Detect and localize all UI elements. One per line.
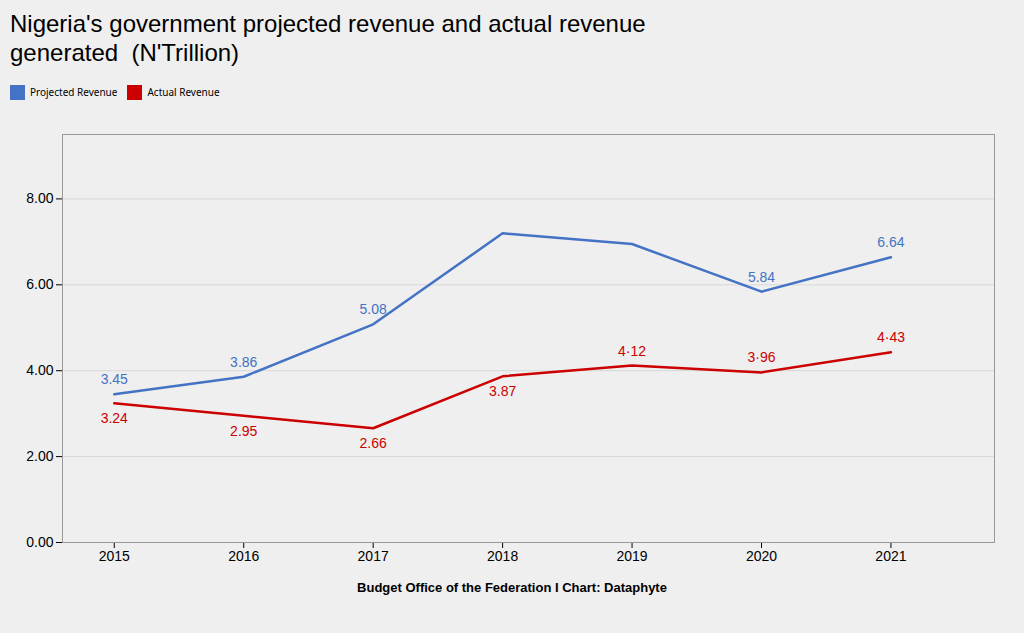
- svg-text:2015: 2015: [99, 548, 130, 564]
- svg-text:2021: 2021: [875, 548, 906, 564]
- html-text:Budget Office of the Federatio: Budget Office of the Federation I Chart:…: [357, 579, 667, 595]
- svg-text:2019: 2019: [616, 548, 647, 564]
- svg-text:0.00: 0.00: [26, 534, 53, 550]
- svg-text:2016: 2016: [228, 548, 259, 564]
- svg-text:4.00: 4.00: [26, 362, 53, 378]
- svg-text:6.64: 6.64: [877, 234, 904, 250]
- svg-text:3.45: 3.45: [101, 371, 128, 387]
- svg-text:2020: 2020: [746, 548, 777, 564]
- html-text:Actual Revenue: Actual Revenue: [147, 85, 220, 100]
- svg-text:8.00: 8.00: [26, 190, 53, 206]
- svg-text:5.08: 5.08: [360, 301, 387, 317]
- html-text:Projected Revenue: Projected Revenue: [30, 85, 118, 100]
- svg-text:6.00: 6.00: [26, 276, 53, 292]
- svg-text:3.86: 3.86: [230, 353, 257, 369]
- svg-text:2.95: 2.95: [230, 422, 257, 438]
- svg-text:3.87: 3.87: [489, 383, 516, 399]
- svg-text:2.66: 2.66: [360, 435, 387, 451]
- svg-text:2.00: 2.00: [26, 448, 53, 464]
- svg-text:5.84: 5.84: [748, 268, 775, 284]
- svg-text:2018: 2018: [487, 548, 518, 564]
- svg-text:4·12: 4·12: [618, 342, 646, 358]
- svg-text:2017: 2017: [358, 548, 389, 564]
- svg-text:3·96: 3·96: [747, 349, 775, 365]
- html-text:Nigeria's government projected: Nigeria's government projected revenue a…: [10, 10, 646, 66]
- svg-text:4·43: 4·43: [877, 329, 905, 345]
- svg-text:3.24: 3.24: [101, 410, 128, 426]
